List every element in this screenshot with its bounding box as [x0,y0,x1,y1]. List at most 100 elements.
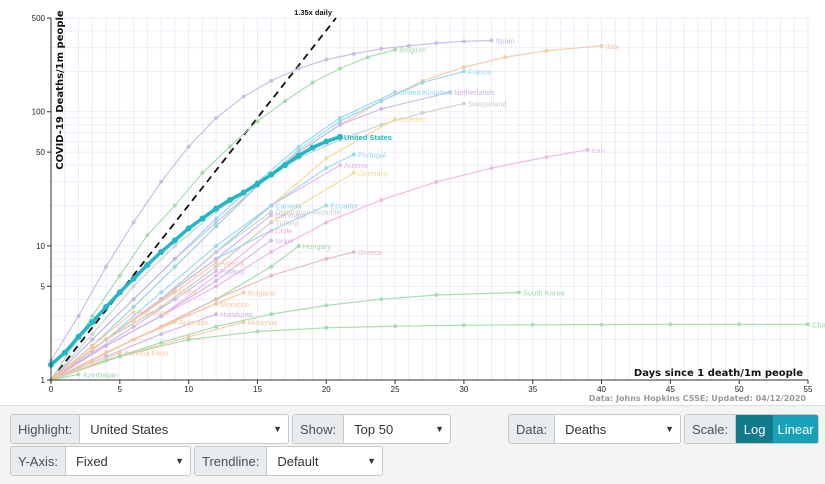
data-point [90,314,95,319]
controls-panel: Highlight: United States ▼ Show: Top 50 ▼ … [0,405,825,484]
data-point [420,80,425,85]
series-line [49,135,341,367]
x-tick-label: 20 [322,385,331,394]
data-point [214,224,219,229]
source-note: Data: Johns Hopkins CSSE; Updated: 04/12… [589,394,807,403]
series-label: China [812,320,825,329]
data-point [338,163,343,168]
trendline-label: Trendline: [195,447,268,475]
series-label: Turkey [275,218,298,227]
x-tick-label: 40 [597,385,606,394]
data-point [117,350,122,355]
data-point [324,203,329,208]
data-point [76,372,81,377]
show-label: Show: [293,415,345,443]
data-point [461,39,466,44]
data-point [393,324,398,329]
data-point [269,238,274,243]
data-point [213,205,220,212]
x-tick-label: 25 [391,385,400,394]
data-point [214,273,219,278]
data-point [268,171,275,178]
data-point [489,166,494,171]
data-point [214,324,219,329]
series-label: Ecuador [330,201,358,210]
data-point [116,289,123,296]
data-point [214,250,219,255]
data-point [379,106,384,111]
data-point [214,243,219,248]
x-tick-label: 0 [49,385,54,394]
chevron-down-icon: ▼ [175,456,184,466]
series-label: Canada [275,201,302,210]
data-point [310,80,315,85]
data-select[interactable]: Deaths ▼ [555,415,680,443]
data-point [159,332,164,337]
data-point [503,55,508,60]
scale-control: Scale: Log Linear [684,414,819,444]
yaxis-select[interactable]: Fixed ▼ [66,447,190,475]
data-point [309,144,316,151]
data-point [75,333,82,340]
data-point [434,41,439,46]
series-label: United Kingdom [399,88,452,97]
data-point [214,264,219,269]
data-point [296,66,301,71]
data-point [240,189,247,196]
data-point [737,322,742,327]
scale-log-button[interactable]: Log [736,415,774,443]
data-point [214,312,219,317]
data-point [269,264,274,269]
data-point [337,133,344,140]
data-point [295,152,302,159]
series-label: Azerbaijan [83,370,118,379]
data-point [186,337,191,342]
data-point [214,278,219,283]
data-point [338,66,343,71]
trendline-control: Trendline: Default ▼ [194,446,383,476]
data-point [544,48,549,53]
trendline-select[interactable]: Default ▼ [267,447,382,475]
data-point [61,349,68,356]
x-tick-label: 35 [528,385,537,394]
data-point [131,284,136,289]
highlight-select[interactable]: United States ▼ [80,415,288,443]
data-point [393,47,398,52]
data-point [172,203,177,208]
show-select[interactable]: Top 50 ▼ [344,415,450,443]
data-point [323,138,330,145]
x-tick-label: 55 [804,385,813,394]
data-point [200,170,205,175]
data-point [90,350,95,355]
data-point [90,332,95,337]
data-point [214,220,219,225]
data-point [379,197,384,202]
yaxis-label: Y-Axis: [11,447,66,475]
chart: 1.35x daily Spain Italy Belgium France United… [32,8,825,403]
data-point [516,290,521,295]
data-point [324,156,329,161]
series-label: Belgium [399,46,426,55]
x-tick-label: 50 [735,385,744,394]
data-point [89,319,96,326]
data-point [461,65,466,70]
highlight-control: Highlight: United States ▼ [10,414,289,444]
data-point [90,343,95,348]
yaxis-value: Fixed [75,453,108,469]
x-tick-label: 10 [184,385,193,394]
scale-label: Scale: [685,415,737,443]
data-point [269,273,274,278]
data-point [281,162,288,169]
series-label: Denmark [275,211,306,220]
data-point [227,144,232,149]
data-point [351,51,356,56]
scale-linear-button[interactable]: Linear [773,415,818,443]
data-point [393,90,398,95]
data-point [214,260,219,265]
data-point [254,180,261,187]
data-point [159,179,164,184]
y-tick-label: 100 [32,108,46,117]
data-point [103,304,110,311]
data-point [379,99,384,104]
